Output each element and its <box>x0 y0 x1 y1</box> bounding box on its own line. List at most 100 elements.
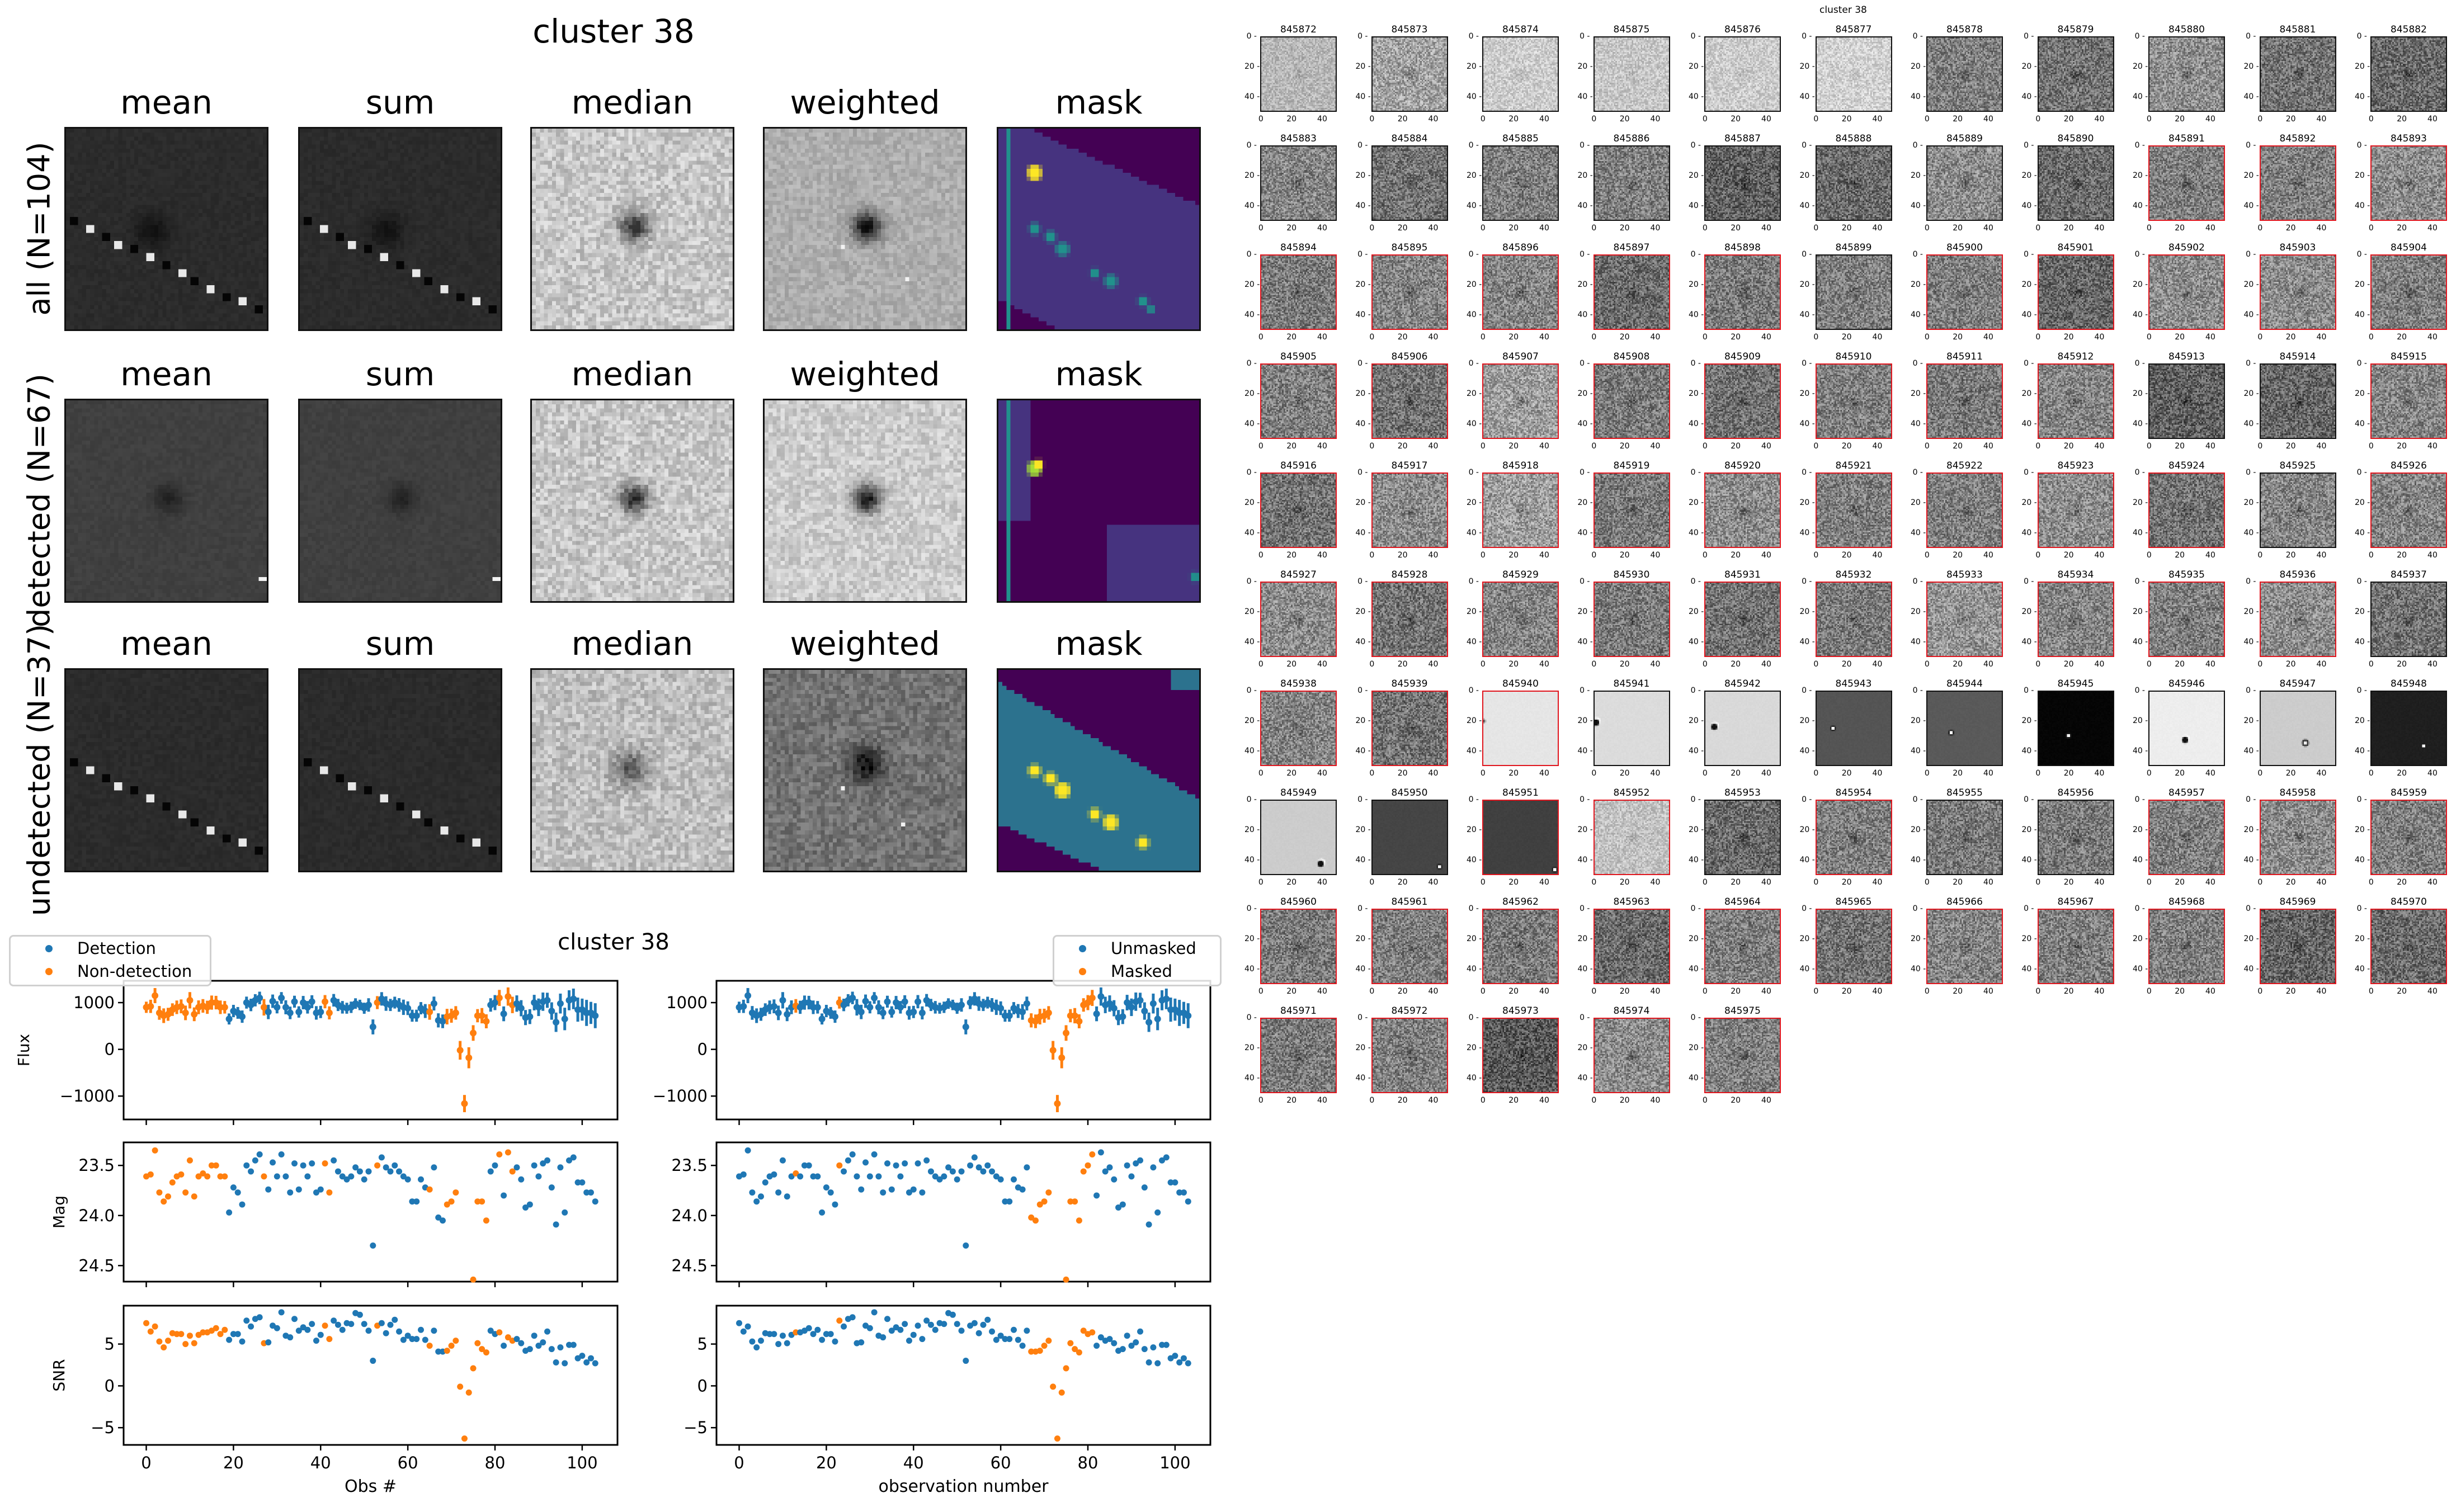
masked-frame-thumbnail[interactable] <box>1482 472 1559 548</box>
frame-thumbnail[interactable] <box>2259 472 2336 548</box>
frame-thumbnail[interactable] <box>1260 36 1337 112</box>
masked-frame-thumbnail[interactable] <box>2037 363 2114 439</box>
masked-frame-thumbnail[interactable] <box>2259 800 2336 875</box>
masked-frame-thumbnail[interactable] <box>2037 582 2114 657</box>
masked-frame-thumbnail[interactable] <box>1482 363 1559 439</box>
masked-frame-thumbnail[interactable] <box>1593 800 1670 875</box>
masked-frame-thumbnail[interactable] <box>2370 909 2447 984</box>
frame-thumbnail[interactable] <box>1815 145 1892 221</box>
masked-frame-thumbnail[interactable] <box>1593 254 1670 330</box>
masked-frame-thumbnail[interactable] <box>1593 1018 1670 1093</box>
frame-thumbnail[interactable] <box>2259 363 2336 439</box>
masked-frame-thumbnail[interactable] <box>1260 363 1337 439</box>
masked-frame-thumbnail[interactable] <box>1260 254 1337 330</box>
masked-frame-thumbnail[interactable] <box>1593 363 1670 439</box>
frame-thumbnail[interactable] <box>1926 145 2003 221</box>
frame-thumbnail[interactable] <box>2370 36 2447 112</box>
masked-frame-thumbnail[interactable] <box>1926 909 2003 984</box>
frame-thumbnail[interactable] <box>1260 145 1337 221</box>
masked-frame-thumbnail[interactable] <box>2370 363 2447 439</box>
frame-thumbnail[interactable] <box>2037 145 2114 221</box>
masked-frame-thumbnail[interactable] <box>1260 691 1337 766</box>
masked-frame-thumbnail[interactable] <box>2259 145 2336 221</box>
frame-thumbnail[interactable] <box>2259 36 2336 112</box>
frame-thumbnail[interactable] <box>2370 691 2447 766</box>
masked-frame-thumbnail[interactable] <box>2037 909 2114 984</box>
masked-frame-thumbnail[interactable] <box>1371 691 1448 766</box>
masked-frame-thumbnail[interactable] <box>1371 582 1448 657</box>
frame-thumbnail[interactable] <box>1926 691 2003 766</box>
masked-frame-thumbnail[interactable] <box>2148 582 2225 657</box>
frame-thumbnail[interactable] <box>1371 36 1448 112</box>
masked-frame-thumbnail[interactable] <box>1371 363 1448 439</box>
frame-thumbnail[interactable] <box>1482 145 1559 221</box>
frame-thumbnail[interactable] <box>1815 691 1892 766</box>
masked-frame-thumbnail[interactable] <box>1815 472 1892 548</box>
masked-frame-thumbnail[interactable] <box>1371 1018 1448 1093</box>
masked-frame-thumbnail[interactable] <box>1926 582 2003 657</box>
masked-frame-thumbnail[interactable] <box>2148 472 2225 548</box>
frame-thumbnail[interactable] <box>1593 36 1670 112</box>
masked-frame-thumbnail[interactable] <box>2037 472 2114 548</box>
masked-frame-thumbnail[interactable] <box>2037 254 2114 330</box>
frame-thumbnail[interactable] <box>2148 36 2225 112</box>
masked-frame-thumbnail[interactable] <box>1815 909 1892 984</box>
masked-frame-thumbnail[interactable] <box>1482 254 1559 330</box>
masked-frame-thumbnail[interactable] <box>2259 254 2336 330</box>
masked-frame-thumbnail[interactable] <box>2259 909 2336 984</box>
masked-frame-thumbnail[interactable] <box>1704 363 1781 439</box>
masked-frame-thumbnail[interactable] <box>1704 909 1781 984</box>
masked-frame-thumbnail[interactable] <box>1704 254 1781 330</box>
masked-frame-thumbnail[interactable] <box>1371 254 1448 330</box>
frame-thumbnail[interactable] <box>2259 691 2336 766</box>
masked-frame-thumbnail[interactable] <box>1815 800 1892 875</box>
masked-frame-thumbnail[interactable] <box>1815 363 1892 439</box>
frame-thumbnail[interactable] <box>1371 800 1448 875</box>
masked-frame-thumbnail[interactable] <box>2148 909 2225 984</box>
masked-frame-thumbnail[interactable] <box>1260 582 1337 657</box>
masked-frame-thumbnail[interactable] <box>1704 1018 1781 1093</box>
frame-thumbnail[interactable] <box>1815 36 1892 112</box>
frame-thumbnail[interactable] <box>1704 691 1781 766</box>
frame-thumbnail[interactable] <box>1371 145 1448 221</box>
masked-frame-thumbnail[interactable] <box>1260 909 1337 984</box>
masked-frame-thumbnail[interactable] <box>1815 582 1892 657</box>
frame-thumbnail[interactable] <box>1593 691 1670 766</box>
frame-thumbnail[interactable] <box>1815 254 1892 330</box>
masked-frame-thumbnail[interactable] <box>2259 582 2336 657</box>
frame-thumbnail[interactable] <box>1482 36 1559 112</box>
masked-frame-thumbnail[interactable] <box>1593 472 1670 548</box>
masked-frame-thumbnail[interactable] <box>1482 800 1559 875</box>
frame-thumbnail[interactable] <box>2037 800 2114 875</box>
masked-frame-thumbnail[interactable] <box>1371 472 1448 548</box>
masked-frame-thumbnail[interactable] <box>1482 691 1559 766</box>
frame-thumbnail[interactable] <box>1593 145 1670 221</box>
frame-thumbnail[interactable] <box>1704 145 1781 221</box>
masked-frame-thumbnail[interactable] <box>2370 472 2447 548</box>
frame-thumbnail[interactable] <box>2370 582 2447 657</box>
frame-thumbnail[interactable] <box>1260 800 1337 875</box>
masked-frame-thumbnail[interactable] <box>2148 145 2225 221</box>
frame-thumbnail[interactable] <box>1926 800 2003 875</box>
masked-frame-thumbnail[interactable] <box>1593 909 1670 984</box>
masked-frame-thumbnail[interactable] <box>1371 909 1448 984</box>
frame-thumbnail[interactable] <box>1704 800 1781 875</box>
frame-thumbnail[interactable] <box>2037 36 2114 112</box>
masked-frame-thumbnail[interactable] <box>1482 582 1559 657</box>
masked-frame-thumbnail[interactable] <box>1926 254 2003 330</box>
masked-frame-thumbnail[interactable] <box>1482 1018 1559 1093</box>
frame-thumbnail[interactable] <box>2148 363 2225 439</box>
masked-frame-thumbnail[interactable] <box>2148 254 2225 330</box>
masked-frame-thumbnail[interactable] <box>1482 909 1559 984</box>
frame-thumbnail[interactable] <box>2148 691 2225 766</box>
frame-thumbnail[interactable] <box>1704 36 1781 112</box>
masked-frame-thumbnail[interactable] <box>1260 472 1337 548</box>
frame-thumbnail[interactable] <box>2037 691 2114 766</box>
masked-frame-thumbnail[interactable] <box>1260 1018 1337 1093</box>
masked-frame-thumbnail[interactable] <box>2370 800 2447 875</box>
masked-frame-thumbnail[interactable] <box>1704 582 1781 657</box>
masked-frame-thumbnail[interactable] <box>2370 145 2447 221</box>
masked-frame-thumbnail[interactable] <box>1593 582 1670 657</box>
masked-frame-thumbnail[interactable] <box>1704 472 1781 548</box>
masked-frame-thumbnail[interactable] <box>2148 800 2225 875</box>
